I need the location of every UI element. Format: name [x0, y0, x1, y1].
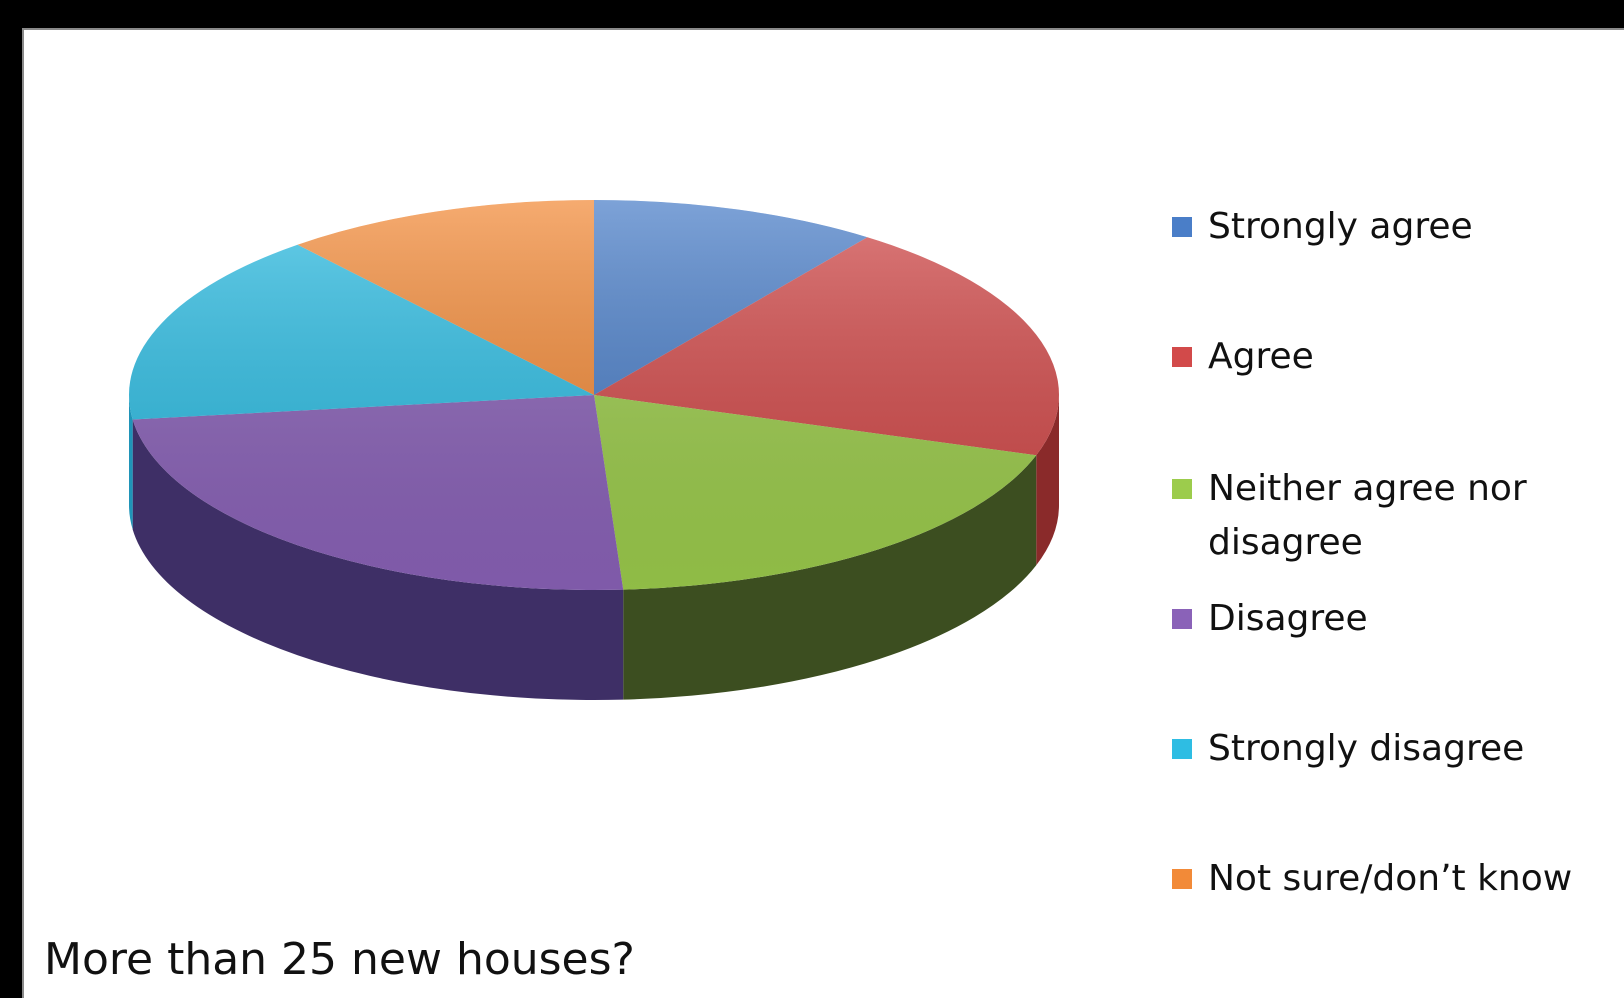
pie-side-disagree [132, 419, 624, 700]
legend-label: Not sure/don’t know [1208, 858, 1573, 899]
legend-label: Strongly agree [1208, 206, 1473, 247]
pie-slices [129, 200, 1059, 590]
chart-frame: Strongly agree Agree Neither agree nor dis… [22, 28, 1624, 998]
legend-label: Disagree [1208, 598, 1368, 639]
legend-swatch [1172, 347, 1192, 367]
legend-swatch [1172, 869, 1192, 889]
legend-swatch [1172, 609, 1192, 629]
pie-chart [129, 200, 1059, 700]
legend-label: Agree [1208, 336, 1314, 377]
chart-title: More than 25 new houses? [44, 934, 635, 985]
legend-label: Strongly disagree [1208, 728, 1525, 769]
legend-swatch [1172, 479, 1192, 499]
legend-label: Neither agree nor disagree [1208, 468, 1527, 563]
legend-swatch [1172, 739, 1192, 759]
legend-swatch [1172, 217, 1192, 237]
